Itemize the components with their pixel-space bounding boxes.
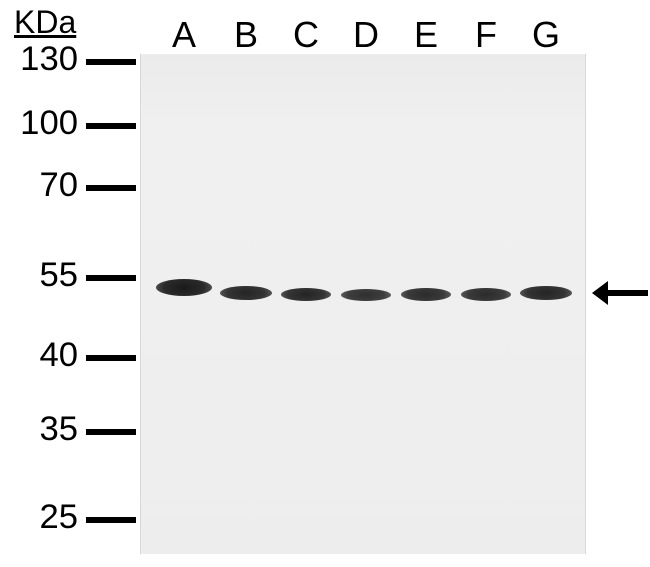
marker-tick [86, 123, 136, 129]
marker-label: 100 [20, 104, 78, 143]
marker-label: 25 [39, 498, 78, 537]
lane-label: D [350, 14, 382, 56]
blot-band [156, 279, 212, 296]
lane-label: C [290, 14, 322, 56]
lane-label: E [410, 14, 442, 56]
marker-label: 35 [39, 410, 78, 449]
marker-tick [86, 185, 136, 191]
blot-band [461, 288, 511, 301]
band-arrow-icon [592, 281, 648, 305]
marker-tick [86, 59, 136, 65]
blot-band [520, 286, 572, 300]
blot-band [281, 288, 331, 301]
lane-label: F [470, 14, 502, 56]
arrow-head [592, 281, 608, 305]
blot-band [341, 289, 391, 301]
marker-label: 70 [39, 166, 78, 205]
marker-tick [86, 275, 136, 281]
blot-membrane [140, 54, 586, 554]
lane-label: G [530, 14, 562, 56]
unit-label: KDa [14, 4, 76, 41]
blot-figure: KDa 130 100 70 55 40 35 25 ABCDEFG [0, 0, 650, 567]
blot-band [401, 288, 451, 301]
marker-label: 55 [39, 256, 78, 295]
lane-label: A [168, 14, 200, 56]
arrow-shaft [608, 290, 648, 296]
marker-label: 40 [39, 336, 78, 375]
marker-tick [86, 355, 136, 361]
marker-label: 130 [20, 40, 78, 79]
blot-band [220, 286, 272, 300]
marker-tick [86, 429, 136, 435]
marker-tick [86, 517, 136, 523]
lane-label: B [230, 14, 262, 56]
